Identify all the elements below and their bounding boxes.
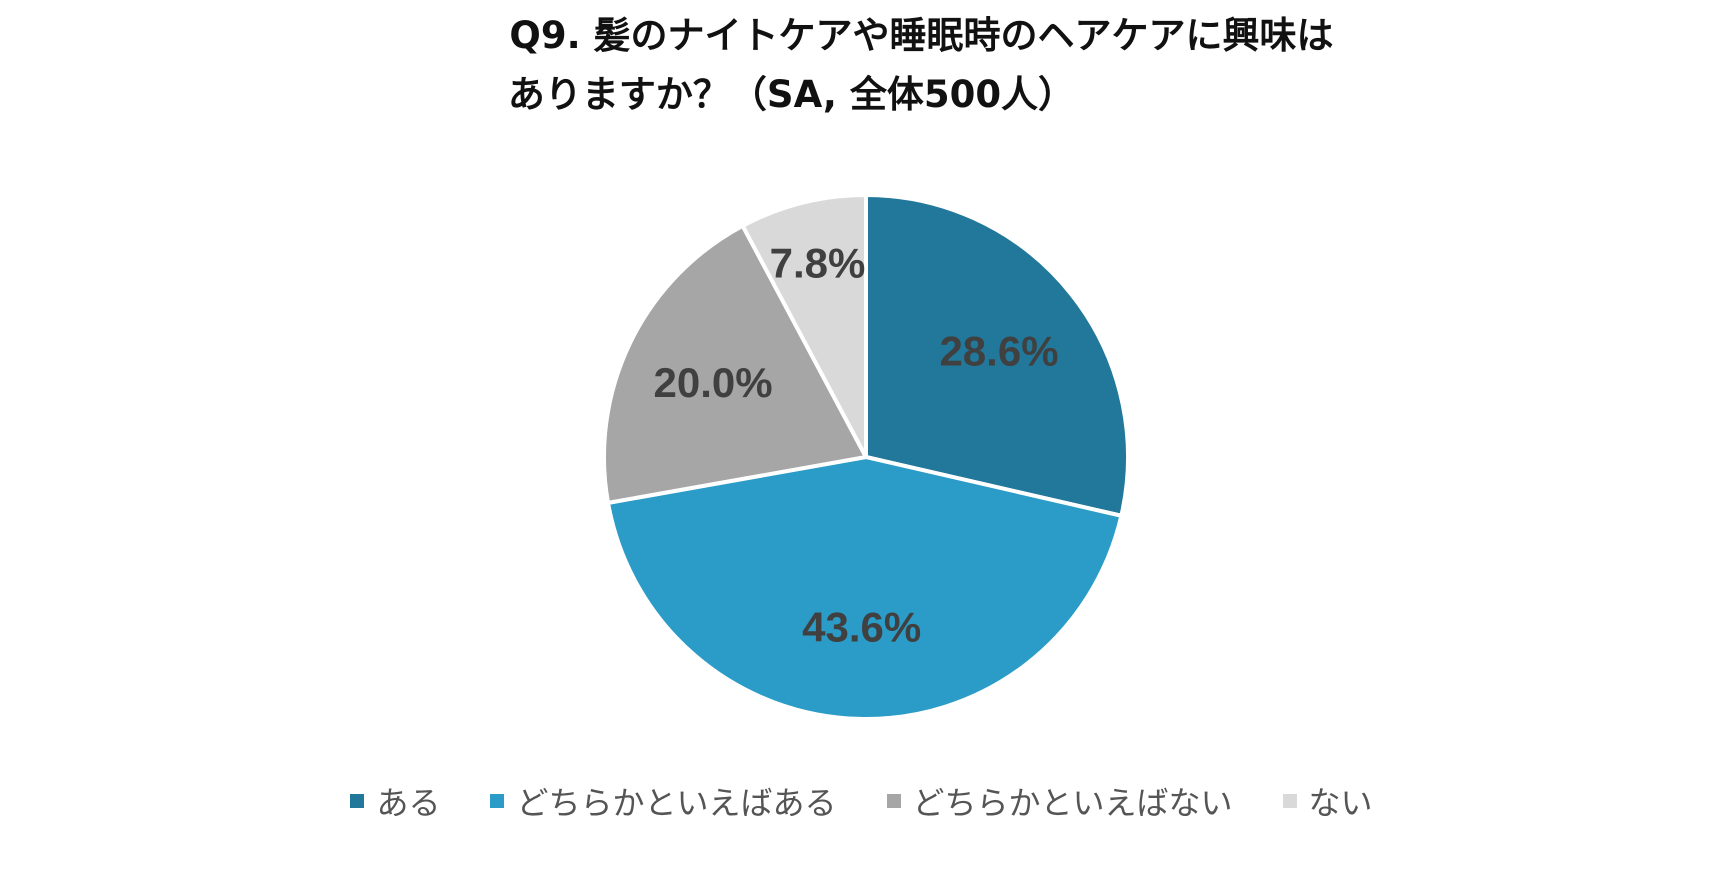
legend-label: ある — [376, 784, 441, 822]
pie-slice-3 — [740, 193, 868, 459]
legend-item-aru: ある — [350, 778, 440, 824]
chart-title-line-2: ありますか？（SA, 全体500人） — [507, 73, 1076, 116]
legend-swatch — [490, 794, 505, 808]
legend-item-dochiraka-nai: どちらかといえばない — [886, 778, 1233, 824]
data-label-3: 7.8% — [770, 239, 866, 286]
data-label-0: 28.6% — [939, 328, 1058, 375]
legend-label: ない — [1308, 784, 1373, 822]
legend-swatch — [886, 794, 901, 808]
legend-swatch — [1282, 794, 1297, 808]
legend-item-dochiraka-aru: どちらかといえばある — [490, 778, 837, 824]
pie-slice-0 — [864, 193, 1130, 518]
legend-label: どちらかといえばある — [516, 784, 837, 822]
chart-title-line-1: Q9. 髪のナイトケアや睡眠時のヘアケアに興味は — [509, 14, 1334, 57]
data-label-2: 20.0% — [654, 359, 773, 406]
legend-label: どちらかといえばない — [912, 784, 1233, 822]
chart-legend: ある どちらかといえばある どちらかといえばない ない — [0, 778, 1723, 824]
data-label-1: 43.6% — [802, 603, 921, 650]
pie-slice-1 — [606, 455, 1124, 721]
legend-swatch — [350, 794, 365, 808]
pie-slice-2 — [602, 223, 868, 505]
legend-item-nai: ない — [1282, 778, 1373, 824]
